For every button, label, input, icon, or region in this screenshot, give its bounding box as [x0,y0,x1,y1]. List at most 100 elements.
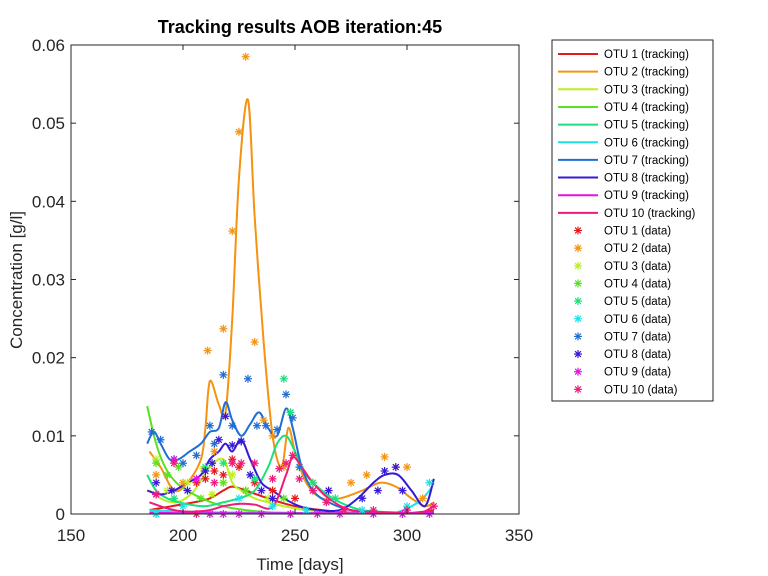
x-tick-label: 300 [393,526,421,545]
plot-area: 150 200 250 300 350 0 0.01 0.02 0.03 0.04 0.05 0.0… [32,36,533,545]
data-point-otu-2 [203,346,212,355]
data-point-otu-10 [322,498,331,507]
data-point-otu-2 [219,324,228,333]
x-tick-label: 150 [57,526,85,545]
data-point-otu-8 [358,494,367,503]
y-tick-label: 0.06 [32,36,65,55]
data-point-otu-8 [228,441,237,450]
data-point-otu-6 [358,506,367,515]
legend-marker-swatch [574,226,582,235]
data-point-otu-2 [250,338,259,347]
legend-marker-swatch [574,385,582,394]
data-point-otu-4 [219,478,228,487]
y-axis: 0 0.01 0.02 0.03 0.04 0.05 0.06 [32,36,519,524]
data-point-otu-7 [252,421,261,430]
data-point-otu-10 [268,474,277,483]
data-point-otu-4 [174,463,183,472]
y-tick-label: 0.01 [32,427,65,446]
data-point-otu-2 [268,431,277,440]
y-axis-label: Concentration [g/l] [7,211,26,349]
data-point-otu-10 [369,506,378,515]
data-point-otu-7 [228,421,237,430]
data-point-otu-9 [192,474,201,483]
data-point-otu-7 [156,435,165,444]
data-point-otu-10 [429,502,438,511]
data-point-otu-2 [403,463,411,472]
legend-marker-swatch [574,244,582,253]
data-point-otu-8 [246,470,255,479]
axes-background [71,45,519,514]
legend-entry-label: OTU 6 (tracking) [604,137,689,149]
data-point-otu-2 [347,478,355,487]
data-point-otu-4 [279,494,288,503]
data-point-otu-7 [147,427,156,436]
data-point-otu-2 [235,127,243,136]
data-point-otu-6 [179,502,187,511]
series-line-5 [146,434,434,515]
data-point-otu-4 [163,470,172,479]
data-point-otu-4 [152,459,161,468]
legend-marker-swatch [574,332,582,341]
y-tick-label: 0.02 [32,349,65,368]
data-point-otu-7 [210,439,219,448]
data-point-otu-7 [261,421,270,430]
data-point-otu-10 [228,459,237,468]
legend-entry-label: OTU 2 (data) [604,243,671,255]
legend-marker-swatch [574,261,582,270]
legend-marker-swatch [574,314,582,323]
data-point-otu-10 [282,459,291,468]
data-point-otu-7 [288,413,297,422]
y-tick-label: 0.04 [32,192,65,211]
data-point-otu-8 [214,435,223,444]
data-point-otu-8 [391,463,400,472]
legend-entry-label: OTU 4 (tracking) [604,102,689,114]
legend-entry-label: OTU 5 (tracking) [604,120,689,132]
data-point-otu-8 [373,486,382,495]
legend: OTU 1 (tracking) OTU 2 (tracking) OTU 3 (t… [551,39,714,402]
data-point-otu-7 [192,451,201,460]
legend-entry-label: OTU 6 (data) [604,314,671,326]
data-point-otu-3 [183,478,192,487]
legend-entry-label: OTU 4 (data) [604,278,671,290]
legend-marker-swatch [574,279,582,288]
x-axis: 150 200 250 300 350 [57,45,533,545]
data-point-otu-10 [170,459,179,468]
data-point-otu-10 [295,474,304,483]
chart-title: Tracking results AOB iteration:45 [158,17,442,37]
data-point-otu-7 [179,459,187,468]
legend-entry-label: OTU 10 (tracking) [604,208,696,220]
data-point-otu-8 [268,494,277,503]
legend-marker-swatch [574,367,582,376]
data-point-otu-2 [362,470,371,479]
legend-entry-label: OTU 3 (tracking) [604,84,689,96]
data-point-otu-7 [282,390,291,399]
data-point-otu-10 [152,490,161,499]
y-tick-label: 0 [56,505,65,524]
data-point-otu-7 [273,425,282,434]
data-point-otu-10 [237,459,246,468]
data-point-otu-5 [279,374,288,383]
legend-entry-label: OTU 2 (tracking) [604,67,689,79]
data-point-otu-5 [331,494,340,503]
data-point-otu-1 [219,470,228,479]
data-point-otu-4 [241,486,250,495]
legend-entry-label: OTU 1 (data) [604,226,671,238]
data-point-otu-4 [196,494,205,503]
data-point-otu-8 [221,412,230,421]
data-point-otu-8 [183,486,192,495]
data-point-otu-10 [250,459,259,468]
series-line-10 [149,455,435,515]
legend-entry-label: OTU 9 (data) [604,367,671,379]
data-point-otu-10 [340,506,349,515]
series-line-8 [146,438,435,513]
legend-marker-swatch [574,297,582,306]
data-point-otu-7 [295,463,304,472]
data-point-otu-2 [241,52,250,61]
data-point-otu-8 [237,437,246,446]
data-point-otu-7 [219,370,228,379]
data-point-otu-8 [324,486,333,495]
data-point-otu-5 [170,494,179,503]
data-point-otu-6 [425,478,434,487]
data-point-otu-1 [268,486,277,495]
